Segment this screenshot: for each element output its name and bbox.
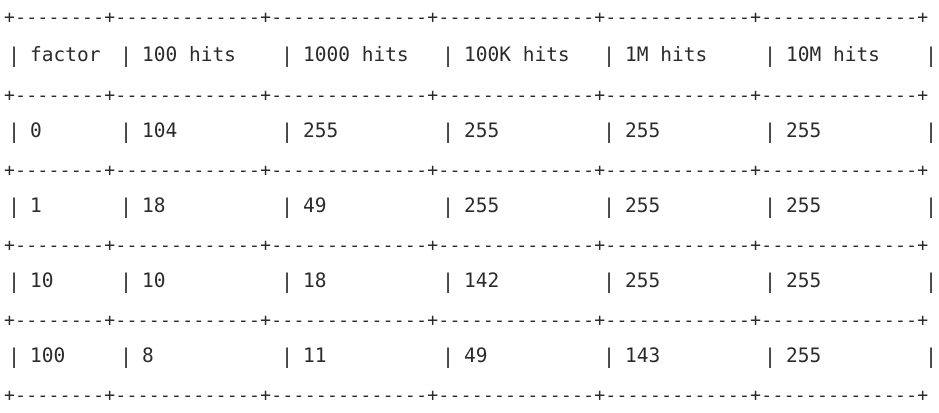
table-border-row-3: +--------+-------------+--------------+-…	[4, 310, 929, 331]
table-cell: 255	[625, 119, 661, 142]
column-separator: |	[603, 344, 616, 368]
column-separator: |	[603, 269, 616, 293]
column-separator: |	[442, 43, 455, 67]
table-cell: 49	[303, 194, 327, 217]
table-cell: 100	[30, 344, 66, 367]
column-separator: |	[281, 43, 294, 67]
table-border-row-1: +--------+-------------+--------------+-…	[4, 160, 929, 181]
table-cell: 255	[786, 344, 822, 367]
table-cell: 8	[142, 344, 154, 367]
header-cell-100-hits: 100 hits	[142, 43, 236, 66]
table-cell: 49	[464, 344, 488, 367]
table-border-row-2: +--------+-------------+--------------+-…	[4, 235, 929, 256]
header-cell-100k-hits: 100K hits	[464, 43, 570, 66]
column-separator: |	[925, 194, 938, 218]
table-cell: 255	[625, 269, 661, 292]
column-separator: |	[764, 119, 777, 143]
header-cell-1000-hits: 1000 hits	[303, 43, 409, 66]
column-separator: |	[281, 194, 294, 218]
column-separator: |	[442, 119, 455, 143]
table-border-header: +--------+-------------+--------------+-…	[4, 85, 929, 106]
column-separator: |	[442, 269, 455, 293]
column-separator: |	[442, 194, 455, 218]
column-separator: |	[925, 344, 938, 368]
column-separator: |	[8, 119, 21, 143]
column-separator: |	[442, 344, 455, 368]
table-cell: 255	[625, 194, 661, 217]
column-separator: |	[925, 269, 938, 293]
column-separator: |	[120, 119, 133, 143]
column-separator: |	[925, 43, 938, 67]
column-separator: |	[8, 43, 21, 67]
table-cell: 143	[625, 344, 661, 367]
table-row: | 1 | 18 | 49 | 255 | 255 | 255 |	[0, 191, 939, 221]
column-separator: |	[281, 119, 294, 143]
table-cell: 1	[30, 194, 42, 217]
table-cell: 10	[30, 269, 54, 292]
column-separator: |	[603, 43, 616, 67]
table-cell: 0	[30, 119, 42, 142]
table-cell: 255	[303, 119, 339, 142]
column-separator: |	[281, 269, 294, 293]
header-cell-factor: factor	[30, 43, 101, 66]
header-cell-1m-hits: 1M hits	[625, 43, 708, 66]
column-separator: |	[764, 344, 777, 368]
column-separator: |	[8, 344, 21, 368]
table-cell: 18	[142, 194, 166, 217]
table-cell: 255	[464, 119, 500, 142]
column-separator: |	[764, 269, 777, 293]
table-cell: 255	[786, 269, 822, 292]
column-separator: |	[281, 344, 294, 368]
header-cell-10m-hits: 10M hits	[786, 43, 880, 66]
table-cell: 255	[786, 194, 822, 217]
table-row: | 10 | 10 | 18 | 142 | 255 | 255 |	[0, 266, 939, 296]
table-header-row: | factor | 100 hits | 1000 hits | 100K h…	[0, 40, 939, 70]
column-separator: |	[8, 194, 21, 218]
table-border-bottom: +--------+-------------+--------------+-…	[4, 385, 929, 406]
table-cell: 10	[142, 269, 166, 292]
column-separator: |	[603, 119, 616, 143]
table-cell: 255	[786, 119, 822, 142]
column-separator: |	[120, 194, 133, 218]
table-cell: 18	[303, 269, 327, 292]
table-border-top: +--------+-------------+--------------+-…	[4, 7, 929, 28]
table-cell: 104	[142, 119, 178, 142]
column-separator: |	[8, 269, 21, 293]
table-row: | 100 | 8 | 11 | 49 | 143 | 255 |	[0, 341, 939, 371]
column-separator: |	[120, 269, 133, 293]
column-separator: |	[764, 43, 777, 67]
table-cell: 11	[303, 344, 327, 367]
table-cell: 255	[464, 194, 500, 217]
column-separator: |	[764, 194, 777, 218]
table-cell: 142	[464, 269, 500, 292]
table-row: | 0 | 104 | 255 | 255 | 255 | 255 |	[0, 116, 939, 146]
column-separator: |	[120, 344, 133, 368]
column-separator: |	[925, 119, 938, 143]
column-separator: |	[603, 194, 616, 218]
column-separator: |	[120, 43, 133, 67]
